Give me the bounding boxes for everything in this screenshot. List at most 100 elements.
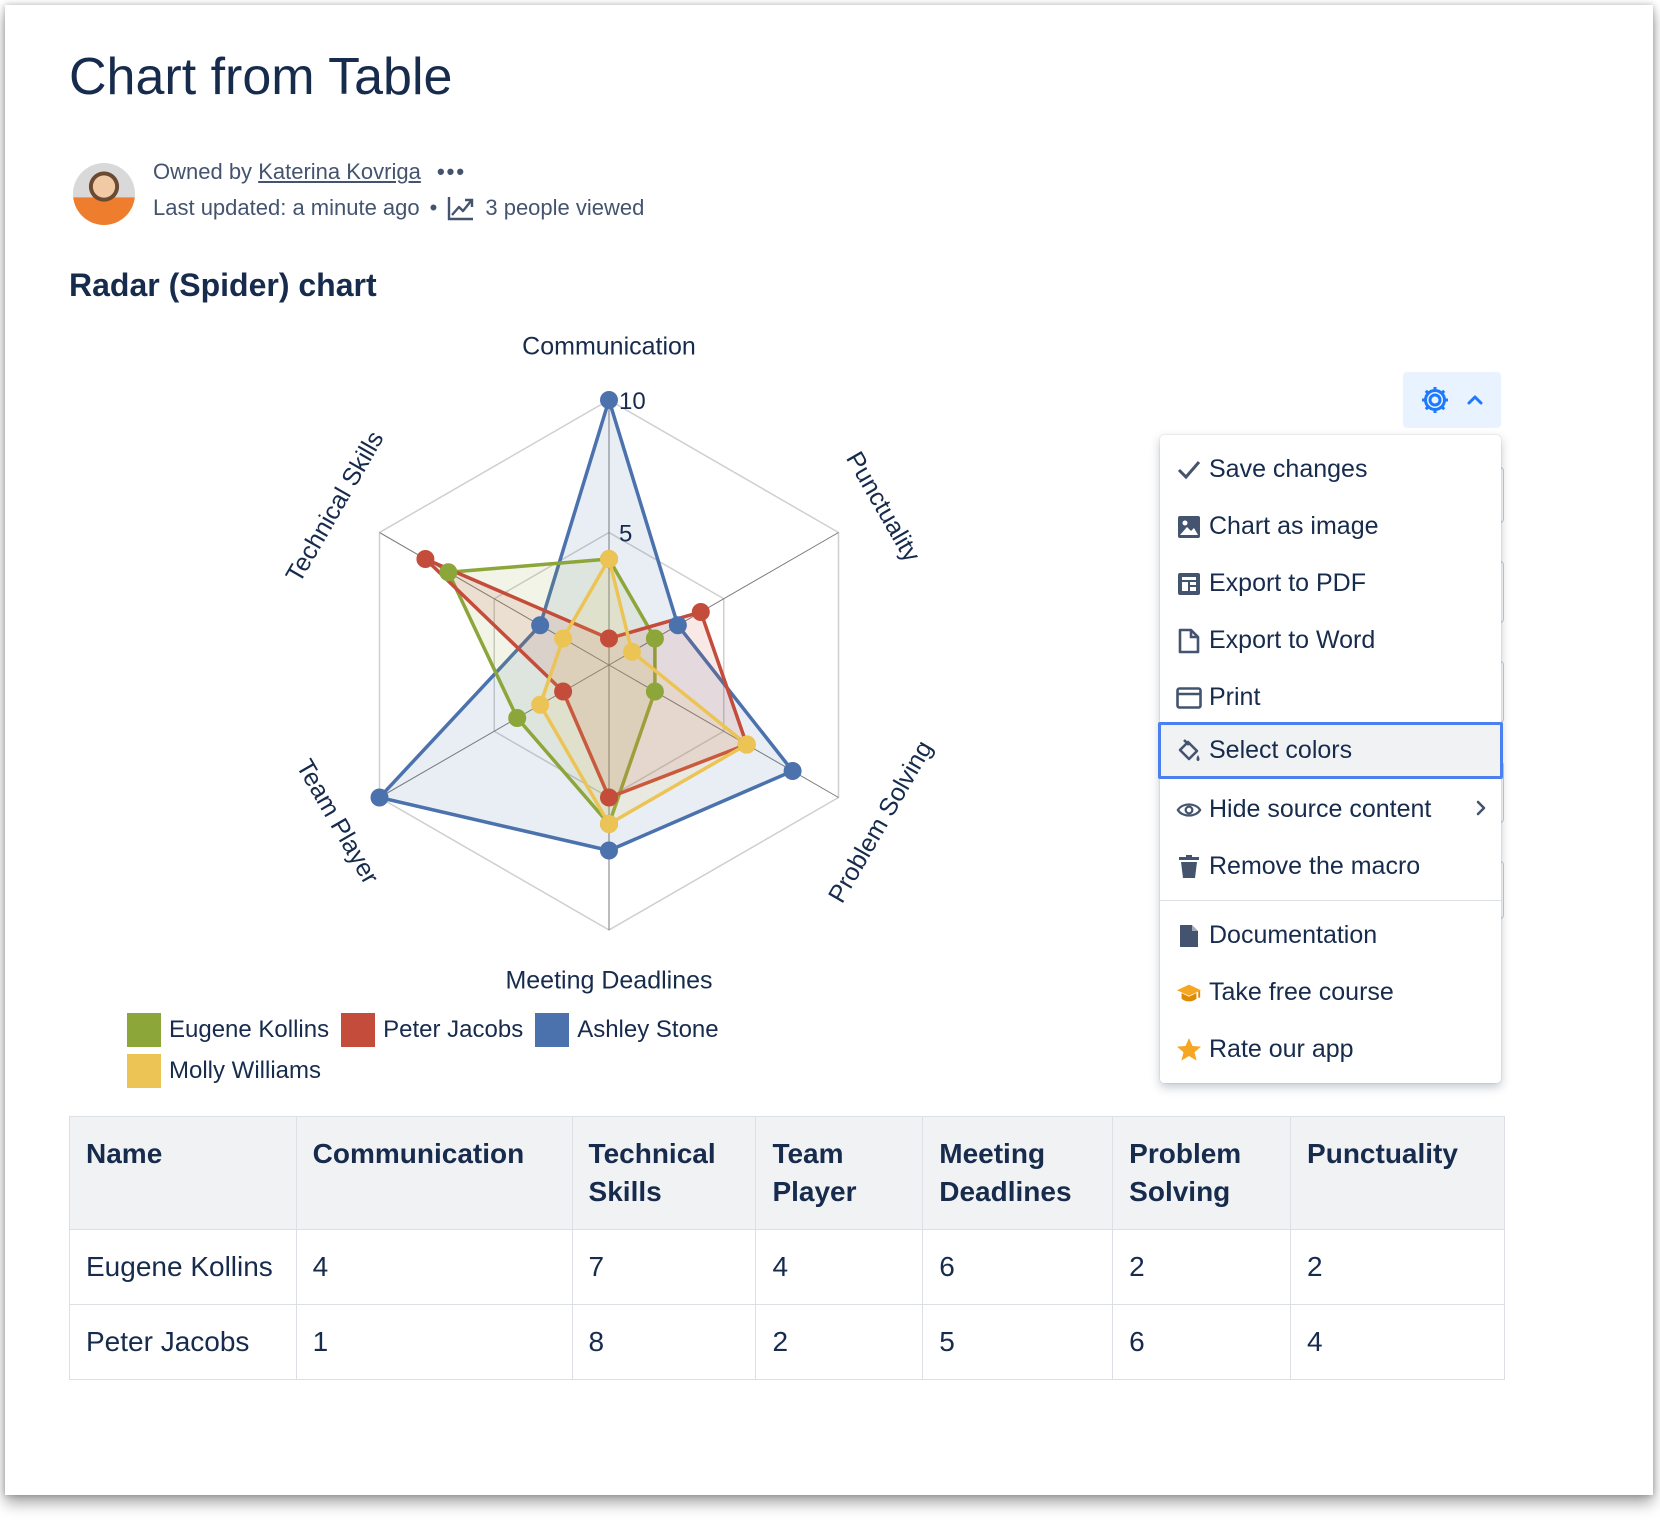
- print-icon: [1176, 685, 1202, 711]
- menu-save-changes[interactable]: Save changes: [1160, 441, 1501, 498]
- more-icon[interactable]: •••: [436, 159, 467, 184]
- data-point[interactable]: [668, 616, 687, 635]
- data-point[interactable]: [691, 603, 710, 621]
- table-cell: 1: [295, 1304, 573, 1380]
- table-cell: 8: [571, 1304, 757, 1380]
- data-point[interactable]: [600, 629, 618, 648]
- legend-label: Eugene Kollins: [169, 1016, 330, 1043]
- data-point[interactable]: [600, 815, 618, 833]
- table-row: Eugene Kollins 4 7 4 6 2 2: [69, 1229, 1505, 1305]
- legend-item[interactable]: Ashley Stone: [535, 1013, 719, 1047]
- file-icon: [1176, 923, 1202, 949]
- menu-free-course[interactable]: Take free course: [1160, 964, 1501, 1021]
- legend-label: Molly Williams: [169, 1057, 321, 1084]
- data-point[interactable]: [531, 695, 550, 714]
- table-header-cell: Punctuality: [1290, 1116, 1505, 1230]
- owner-line: Owned by Katerina Kovriga •••: [153, 159, 466, 185]
- legend-item[interactable]: Peter Jacobs: [341, 1013, 523, 1047]
- menu-item-label: Hide source content: [1209, 795, 1432, 823]
- analytics-icon: [447, 195, 475, 221]
- table-cell: 4: [755, 1229, 924, 1305]
- table-cell: 5: [922, 1304, 1114, 1380]
- data-point[interactable]: [783, 762, 802, 780]
- table-row: Peter Jacobs 1 8 2 5 6 4: [69, 1304, 1505, 1380]
- table-cell: 4: [295, 1229, 573, 1305]
- table-cell: 6: [922, 1229, 1114, 1305]
- menu-divider: [1160, 900, 1501, 901]
- menu-select-colors[interactable]: Select colors: [1158, 722, 1503, 779]
- menu-documentation[interactable]: Documentation: [1160, 907, 1501, 964]
- data-point[interactable]: [645, 629, 664, 648]
- legend-swatch: [341, 1013, 376, 1047]
- menu-export-word[interactable]: Export to Word: [1160, 612, 1501, 669]
- axis-label: Problem Solving: [823, 736, 938, 908]
- data-point[interactable]: [508, 709, 527, 727]
- data-point[interactable]: [370, 788, 389, 807]
- table-header-cell: Meeting Deadlines: [922, 1116, 1114, 1230]
- legend-item[interactable]: Eugene Kollins: [127, 1013, 329, 1047]
- page-frame: Chart from Table Owned by Katerina Kovri…: [5, 5, 1653, 1495]
- legend-swatch: [127, 1013, 161, 1047]
- table-cell: 2: [755, 1304, 924, 1380]
- table-header-cell: Name: [69, 1116, 297, 1230]
- views-count[interactable]: 3 people viewed: [485, 195, 645, 220]
- chart-legend: Eugene Kollins Peter Jacobs Ashley Stone Mo…: [127, 1013, 827, 1095]
- data-point[interactable]: [554, 682, 573, 701]
- legend-swatch: [535, 1013, 570, 1047]
- avatar[interactable]: [73, 163, 135, 225]
- source-data-table: Name Communication Technical Skills Team Pl…: [69, 1116, 1505, 1380]
- table-cell: 2: [1290, 1229, 1505, 1305]
- table-header-cell: Technical Skills: [571, 1116, 757, 1230]
- check-icon: [1176, 457, 1202, 483]
- table-cell: 4: [1290, 1304, 1505, 1380]
- table-cell: Eugene Kollins: [69, 1229, 297, 1305]
- menu-item-label: Rate our app: [1209, 1035, 1354, 1063]
- data-point[interactable]: [416, 550, 435, 568]
- menu-item-label: Save changes: [1209, 455, 1368, 483]
- data-point[interactable]: [531, 616, 550, 635]
- table-body: Eugene Kollins 4 7 4 6 2 2 Peter Jacobs 1 8 2 5 6 4: [69, 1229, 1505, 1380]
- updated-line: Last updated: a minute ago • 3 people vi…: [153, 195, 644, 221]
- data-point[interactable]: [600, 550, 618, 568]
- legend-swatch: [127, 1054, 161, 1088]
- meta-separator: •: [429, 195, 438, 220]
- table-header-cell: Team Player: [755, 1116, 924, 1230]
- legend-item[interactable]: Molly Williams: [127, 1054, 321, 1088]
- eye-icon: [1176, 797, 1202, 823]
- menu-chart-as-image[interactable]: Chart as image: [1160, 498, 1501, 555]
- data-point[interactable]: [600, 788, 618, 807]
- radar-chart: 5 10 Communication Punctuality Problem Solvi…: [280, 333, 938, 995]
- last-updated: Last updated: a minute ago: [153, 195, 420, 220]
- star-icon: [1176, 1037, 1202, 1063]
- document-icon: [1176, 628, 1202, 654]
- table-cell: Peter Jacobs: [69, 1304, 297, 1380]
- legend-label: Ashley Stone: [577, 1016, 719, 1043]
- menu-remove-macro[interactable]: Remove the macro: [1160, 838, 1501, 895]
- menu-print[interactable]: Print: [1160, 669, 1501, 726]
- table-header-cell: Communication: [295, 1116, 573, 1230]
- page-title: Chart from Table: [69, 48, 453, 106]
- paint-bucket-icon: [1176, 738, 1202, 764]
- pdf-icon: [1176, 571, 1202, 597]
- radar-series: [370, 391, 802, 860]
- data-point[interactable]: [622, 642, 641, 661]
- tick-label: 5: [619, 521, 632, 548]
- menu-item-label: Select colors: [1209, 736, 1353, 764]
- chart-settings-button[interactable]: [1403, 372, 1501, 428]
- menu-hide-source[interactable]: Hide source content: [1160, 781, 1501, 838]
- data-point[interactable]: [645, 682, 664, 701]
- menu-export-pdf[interactable]: Export to PDF: [1160, 555, 1501, 612]
- owner-link[interactable]: Katerina Kovriga: [258, 159, 421, 184]
- data-point[interactable]: [600, 391, 618, 409]
- menu-item-label: Print: [1209, 683, 1261, 711]
- menu-rate-app[interactable]: Rate our app: [1160, 1021, 1501, 1078]
- gear-icon: [1420, 385, 1450, 415]
- data-point[interactable]: [600, 841, 618, 860]
- graduation-cap-icon: [1176, 980, 1202, 1006]
- axis-label: Technical Skills: [280, 426, 389, 587]
- data-point[interactable]: [439, 563, 458, 582]
- menu-item-label: Export to Word: [1209, 626, 1376, 654]
- data-point[interactable]: [554, 629, 573, 648]
- data-point[interactable]: [737, 735, 756, 754]
- tick-label: 10: [619, 388, 646, 415]
